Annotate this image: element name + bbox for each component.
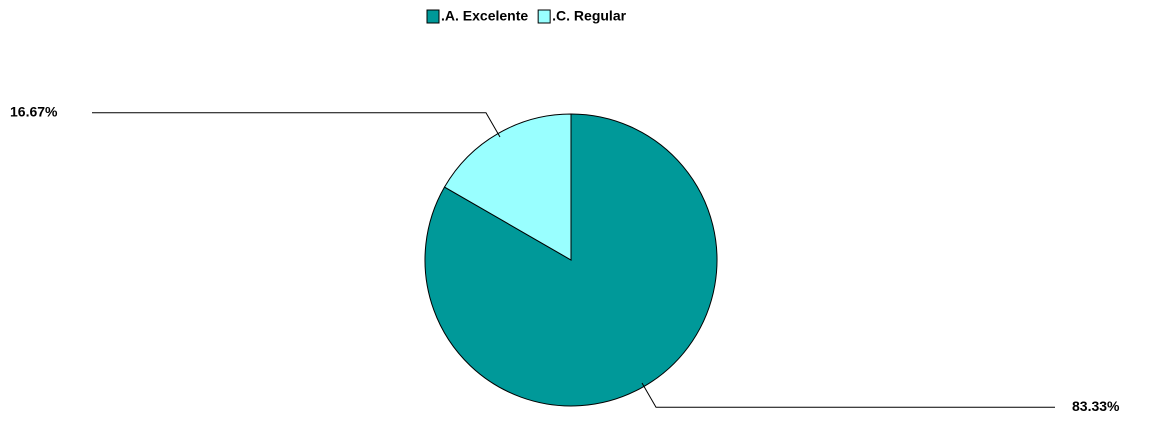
data-label: 83.33%: [1072, 398, 1120, 414]
legend-label: .A. Excelente: [441, 8, 528, 24]
legend-label: .C. Regular: [552, 8, 626, 24]
legend-swatch: [426, 9, 440, 24]
leader-line: [92, 112, 501, 138]
data-label: 16.67%: [10, 103, 58, 119]
leader-line: [641, 382, 1055, 408]
legend-swatch: [537, 9, 551, 24]
